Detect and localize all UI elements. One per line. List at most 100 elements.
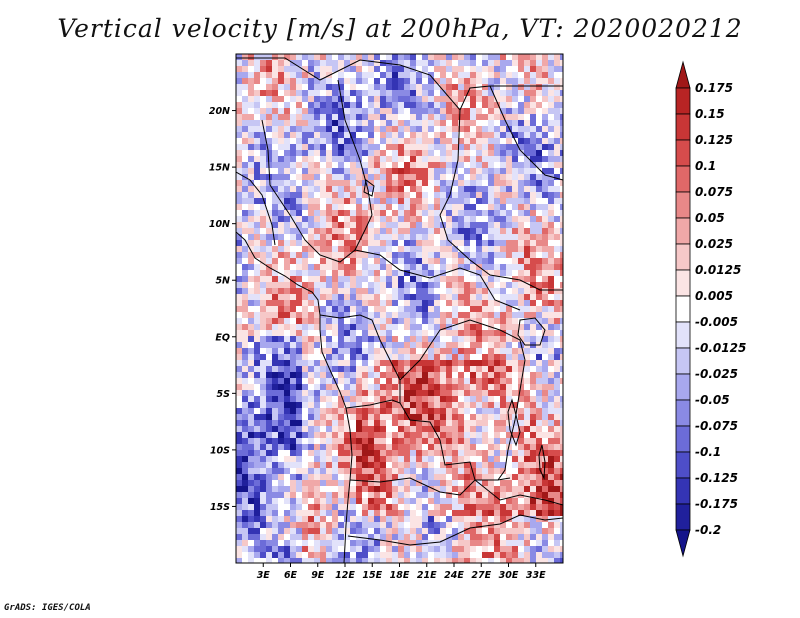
field-cell — [314, 186, 320, 192]
field-cell — [254, 546, 260, 552]
field-cell — [302, 126, 308, 132]
field-cell — [506, 198, 512, 204]
field-cell — [428, 60, 434, 66]
field-cell — [464, 498, 470, 504]
field-cell — [500, 276, 506, 282]
field-cell — [338, 282, 344, 288]
field-cell — [500, 306, 506, 312]
field-cell — [368, 390, 374, 396]
field-cell — [446, 300, 452, 306]
field-cell — [236, 552, 242, 558]
field-cell — [536, 120, 542, 126]
field-cell — [272, 378, 278, 384]
field-cell — [548, 144, 554, 150]
field-cell — [506, 258, 512, 264]
field-cell — [560, 282, 563, 288]
field-cell — [506, 366, 512, 372]
field-cell — [314, 420, 320, 426]
field-cell — [320, 546, 326, 552]
field-cell — [278, 384, 284, 390]
field-cell — [362, 396, 368, 402]
field-cell — [542, 468, 548, 474]
field-cell — [302, 294, 308, 300]
field-cell — [440, 438, 446, 444]
field-cell — [374, 192, 380, 198]
field-cell — [500, 462, 506, 468]
field-cell — [272, 348, 278, 354]
field-cell — [284, 216, 290, 222]
field-cell — [488, 336, 494, 342]
field-cell — [446, 264, 452, 270]
field-cell — [542, 312, 548, 318]
field-cell — [260, 438, 266, 444]
field-cell — [296, 366, 302, 372]
field-cell — [422, 462, 428, 468]
field-cell — [266, 282, 272, 288]
field-cell — [236, 444, 242, 450]
field-cell — [350, 150, 356, 156]
colorbar-label: 0.025 — [695, 237, 733, 251]
field-cell — [560, 348, 563, 354]
field-cell — [404, 54, 410, 60]
field-cell — [476, 276, 482, 282]
field-cell — [308, 426, 314, 432]
field-cell — [248, 378, 254, 384]
field-cell — [554, 252, 560, 258]
field-cell — [422, 468, 428, 474]
field-cell — [356, 234, 362, 240]
field-cell — [392, 498, 398, 504]
field-cell — [452, 468, 458, 474]
field-cell — [374, 240, 380, 246]
field-cell — [368, 492, 374, 498]
field-cell — [368, 468, 374, 474]
field-cell — [548, 312, 554, 318]
field-cell — [248, 90, 254, 96]
field-cell — [530, 144, 536, 150]
field-cell — [296, 252, 302, 258]
field-cell — [428, 216, 434, 222]
border-zambia — [474, 479, 563, 506]
field-cell — [404, 336, 410, 342]
field-cell — [302, 156, 308, 162]
field-cell — [272, 516, 278, 522]
field-cell — [446, 432, 452, 438]
field-cell — [524, 468, 530, 474]
field-cell — [518, 330, 524, 336]
field-cell — [518, 372, 524, 378]
field-cell — [554, 360, 560, 366]
field-cell — [440, 294, 446, 300]
field-cell — [248, 468, 254, 474]
field-cell — [512, 504, 518, 510]
field-cell — [422, 330, 428, 336]
field-cell — [422, 312, 428, 318]
field-cell — [476, 222, 482, 228]
field-cell — [320, 354, 326, 360]
field-cell — [338, 498, 344, 504]
field-cell — [470, 144, 476, 150]
field-cell — [506, 264, 512, 270]
field-cell — [386, 510, 392, 516]
field-cell — [302, 240, 308, 246]
field-cell — [548, 498, 554, 504]
field-cell — [512, 288, 518, 294]
field-cell — [542, 96, 548, 102]
field-cell — [272, 126, 278, 132]
field-cell — [446, 552, 452, 558]
field-cell — [356, 426, 362, 432]
field-cell — [476, 174, 482, 180]
field-cell — [320, 120, 326, 126]
field-cell — [440, 162, 446, 168]
field-cell — [434, 330, 440, 336]
field-cell — [350, 348, 356, 354]
field-cell — [290, 132, 296, 138]
field-cell — [290, 282, 296, 288]
field-cell — [326, 426, 332, 432]
field-cell — [326, 228, 332, 234]
field-cell — [482, 426, 488, 432]
field-cell — [296, 330, 302, 336]
field-cell — [290, 84, 296, 90]
field-cell — [512, 252, 518, 258]
field-cell — [554, 504, 560, 510]
field-cell — [554, 312, 560, 318]
field-cell — [254, 276, 260, 282]
